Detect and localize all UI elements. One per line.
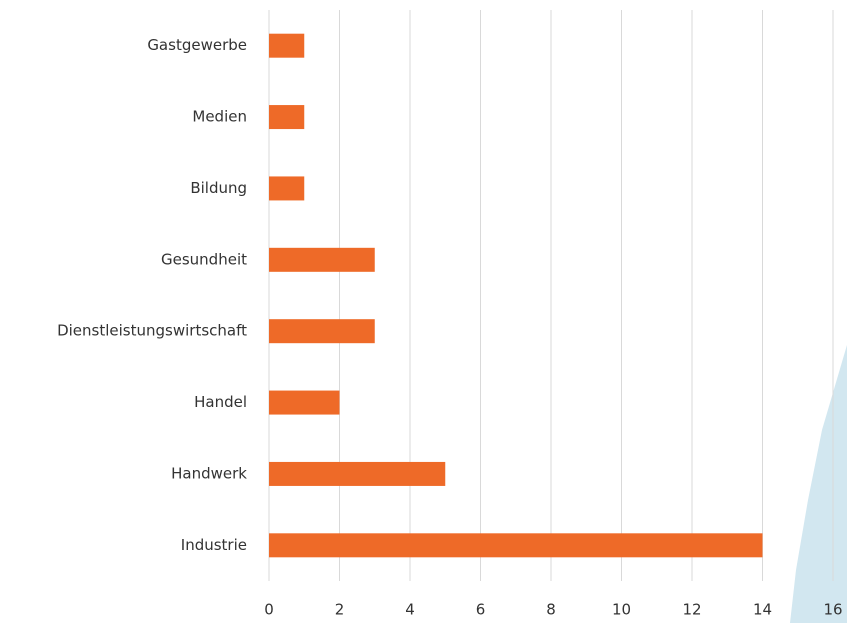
x-tick-label: 4 (405, 601, 415, 619)
y-tick-label: Dienstleistungswirtschaft (57, 322, 247, 340)
y-tick-label: Industrie (181, 536, 247, 554)
x-tick-label: 10 (612, 601, 631, 619)
y-tick-label: Handwerk (171, 464, 247, 482)
x-tick-label: 14 (753, 601, 772, 619)
decoration (790, 345, 847, 623)
x-tick-label: 12 (682, 601, 701, 619)
y-tick-label: Gastgewerbe (147, 36, 247, 54)
bar (269, 176, 305, 201)
bar (269, 33, 305, 58)
bar (269, 319, 375, 344)
x-tick-label: 0 (264, 601, 274, 619)
bar (269, 105, 305, 130)
x-tick-label: 16 (823, 601, 842, 619)
y-tick-label: Bildung (190, 179, 247, 197)
y-tick-label: Medien (192, 108, 247, 126)
bar (269, 390, 340, 415)
bar (269, 533, 763, 558)
y-tick-label: Gesundheit (161, 250, 247, 268)
x-tick-label: 8 (546, 601, 556, 619)
bar (269, 247, 375, 272)
bar (269, 461, 446, 486)
x-tick-label: 2 (335, 601, 345, 619)
y-tick-label: Handel (194, 393, 247, 411)
x-tick-label: 6 (476, 601, 486, 619)
